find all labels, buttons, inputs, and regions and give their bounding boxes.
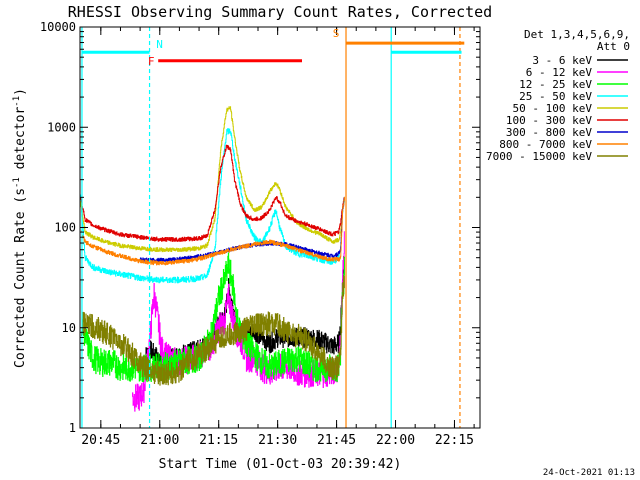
x-tick-label: 21:00 bbox=[140, 433, 179, 448]
legend-label: 800 - 7000 keV bbox=[499, 138, 592, 151]
y-axis-label-end: ) bbox=[13, 88, 28, 96]
legend-header-attenuator: Att 0 bbox=[597, 40, 630, 53]
annotation-label-N: N bbox=[156, 38, 163, 51]
series-line-100-300kev bbox=[80, 144, 345, 242]
y-tick-label: 10000 bbox=[40, 20, 76, 34]
series-line-50-100kev bbox=[80, 106, 345, 253]
series-line-7000-15000kev bbox=[80, 275, 345, 386]
chart-title: RHESSI Observing Summary Count Rates, Co… bbox=[68, 3, 492, 21]
legend-label: 7000 - 15000 keV bbox=[486, 150, 592, 163]
legend-label: 3 - 6 keV bbox=[532, 54, 592, 67]
x-tick-label: 21:30 bbox=[258, 433, 297, 448]
y-tick-label: 1000 bbox=[47, 120, 76, 134]
x-tick-label: 20:45 bbox=[81, 433, 120, 448]
y-axis-label: Corrected Count Rate (s-1 detector-1) bbox=[12, 88, 28, 368]
legend-label: 12 - 25 keV bbox=[519, 78, 592, 91]
x-tick-label: 22:15 bbox=[435, 433, 474, 448]
footer-timestamp: 24-Oct-2021 01:13 bbox=[543, 468, 635, 478]
y-axis-label-main: Corrected Count Rate (s bbox=[13, 188, 28, 368]
annotation-label-F: F bbox=[148, 55, 155, 68]
y-axis-label-mid: detector bbox=[13, 107, 28, 178]
x-tick-label: 21:15 bbox=[199, 433, 238, 448]
axes-layer: 1 10 100 1000 10000 20:45 21:00 21:15 21:30 21:45… bbox=[40, 20, 481, 448]
annotation-label-S: S bbox=[333, 27, 340, 40]
y-axis-label-sup2: -1 bbox=[12, 96, 22, 107]
series-line-800-7000kev bbox=[80, 196, 345, 266]
legend-label: 300 - 800 keV bbox=[506, 126, 592, 139]
x-axis-label: Start Time (01-Oct-03 20:39:42) bbox=[159, 457, 402, 472]
y-tick-label: 1 bbox=[69, 421, 76, 435]
plot-data-layer bbox=[80, 106, 345, 412]
legend-header-detectors: Det 1,3,4,5,6,9, bbox=[524, 28, 630, 41]
y-axis-label-sup1: -1 bbox=[12, 177, 22, 188]
y-tick-label: 100 bbox=[54, 221, 76, 235]
series-line-12-25kev bbox=[82, 252, 345, 383]
legend-label: 6 - 12 keV bbox=[526, 66, 593, 79]
legend-label: 100 - 300 keV bbox=[506, 114, 592, 127]
legend-label: 50 - 100 keV bbox=[513, 102, 593, 115]
y-tick-label: 10 bbox=[62, 321, 76, 335]
x-tick-label: 22:00 bbox=[376, 433, 415, 448]
x-tick-label: 21:45 bbox=[317, 433, 356, 448]
legend-label: 25 - 50 keV bbox=[519, 90, 592, 103]
